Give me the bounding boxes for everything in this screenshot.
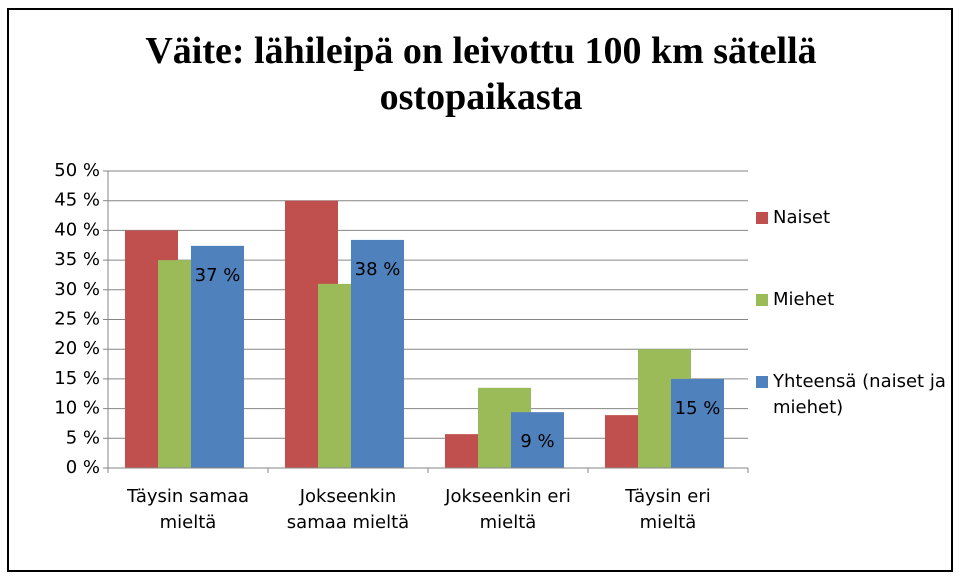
y-tick-label: 20 % (54, 338, 100, 359)
x-tick-label: Täysin samaa mieltä (126, 486, 250, 533)
chart-title: Väite: lähileipä on leivottu 100 km säte… (145, 30, 817, 118)
x-tick-label: Jokseenkin eri mieltä (445, 486, 571, 533)
y-tick-label: 45 % (54, 190, 100, 211)
legend-swatch (756, 294, 768, 306)
bar (671, 378, 724, 468)
legend-label: Miehet (773, 289, 835, 310)
y-tick-label: 5 % (66, 427, 100, 448)
x-tick-label-box: Jokseenkin eri mieltä (445, 486, 571, 533)
bar (511, 412, 564, 468)
data-label: 38 % (355, 259, 401, 280)
data-label: 37 % (195, 265, 241, 286)
legend-label: Yhteensä (naiset ja miehet) (773, 371, 946, 418)
data-label: 9 % (520, 431, 554, 452)
legend-label-box: Naiset (773, 207, 831, 228)
bar (351, 239, 404, 468)
y-tick-label: 35 % (54, 249, 100, 270)
y-tick-label: 30 % (54, 279, 100, 300)
legend-swatch (756, 212, 768, 224)
x-tick-label: Jokseenkin samaa mieltä (286, 486, 410, 533)
y-tick-label: 40 % (54, 219, 100, 240)
x-tick-label-box: Täysin samaa mieltä (126, 486, 250, 533)
x-tick-label-box: Täysin eri mieltä (625, 486, 711, 533)
y-tick-label: 50 % (54, 160, 100, 181)
y-tick-label: 25 % (54, 309, 100, 330)
legend-label: Naiset (773, 207, 831, 228)
legend-label-box: Miehet (773, 289, 835, 310)
bar (191, 245, 244, 468)
chart-title-box: Väite: lähileipä on leivottu 100 km säte… (145, 30, 817, 118)
data-label: 15 % (675, 398, 721, 419)
y-tick-label: 10 % (54, 398, 100, 419)
x-tick-label-box: Jokseenkin samaa mieltä (286, 486, 410, 533)
x-tick-label: Täysin eri mieltä (625, 486, 711, 533)
legend-label-box: Yhteensä (naiset ja miehet) (773, 371, 946, 418)
y-tick-label: 0 % (66, 457, 100, 478)
y-tick-label: 15 % (54, 368, 100, 389)
legend-swatch (756, 376, 768, 388)
